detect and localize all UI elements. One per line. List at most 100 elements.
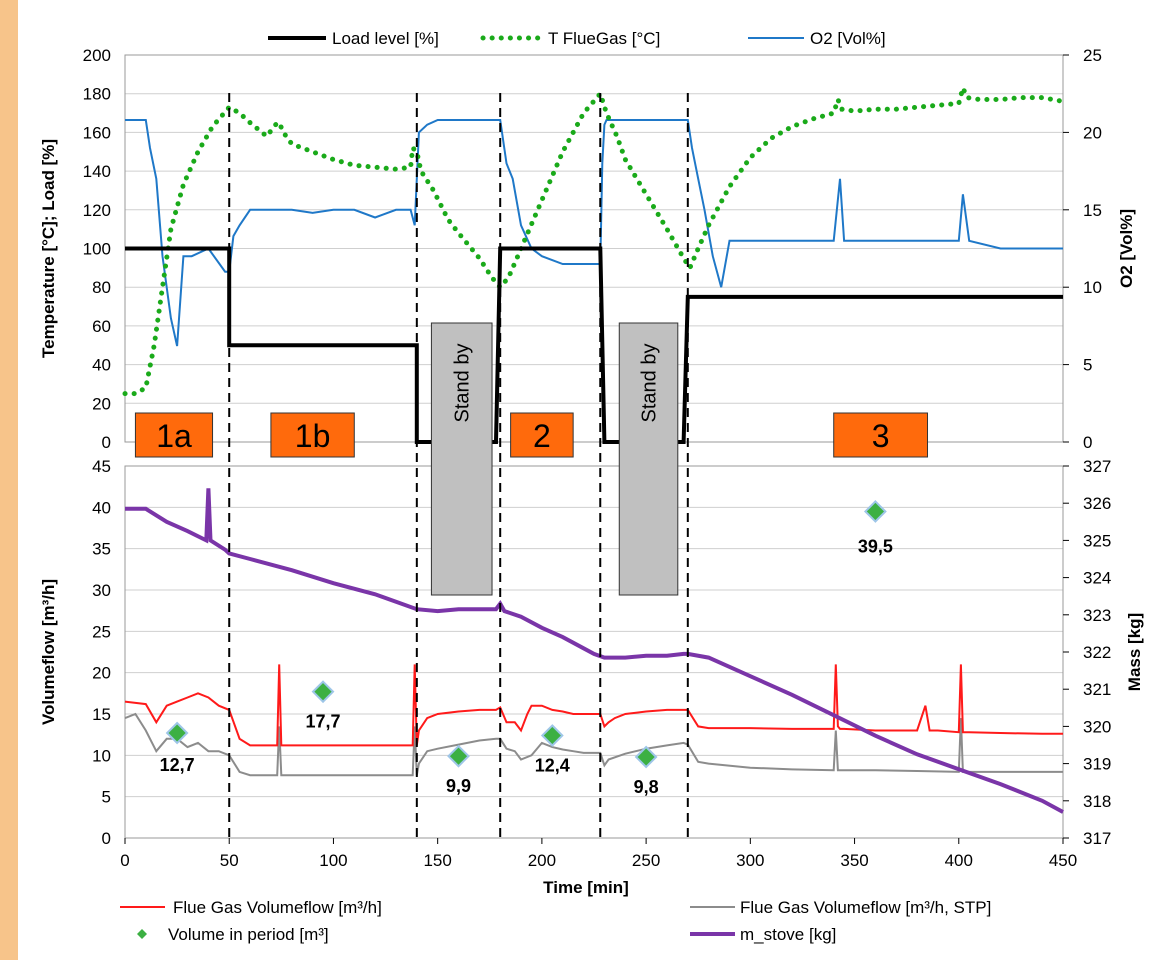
top-left-tick-label: 80 — [92, 278, 111, 297]
volumeflow-stp-line — [124, 712, 1063, 777]
top-plot-series — [122, 80, 1066, 444]
volume-label: 9,9 — [446, 776, 471, 796]
phase-overlays: 1a 1b 2 3 Stand by Stand by 12,7 17,7 9,9 12,4 9,8… — [134, 93, 929, 838]
top-right-tick-label: 0 — [1083, 433, 1092, 452]
bottom-left-tick-label: 35 — [92, 540, 111, 559]
bottom-left-tick-label: 0 — [102, 829, 111, 848]
bottom-right-tick-label: 319 — [1083, 755, 1111, 774]
bottom-right-tick-label: 325 — [1083, 531, 1111, 550]
top-right-tick-label: 20 — [1083, 123, 1102, 142]
top-left-tick-label: 0 — [102, 433, 111, 452]
bottom-left-axis-title: Volumeflow [m³/h] — [39, 579, 58, 725]
top-left-axis-title: Temperature [°C]; Load [%] — [39, 139, 58, 358]
volume-marker — [540, 724, 564, 747]
legend-volumeflow-stp-label: Flue Gas Volumeflow [m³/h, STP] — [740, 898, 991, 917]
x-tick-label: 0 — [120, 851, 129, 870]
top-left-tick-label: 40 — [92, 356, 111, 375]
x-tick-label: 300 — [736, 851, 764, 870]
top-left-tick-label: 60 — [92, 317, 111, 336]
top-left-tick-label: 180 — [83, 85, 111, 104]
bottom-right-tick-label: 327 — [1083, 457, 1111, 476]
legend-volumeflow-label: Flue Gas Volumeflow [m³/h] — [173, 898, 382, 917]
top-left-tick-label: 200 — [83, 46, 111, 65]
standby-box — [430, 322, 493, 596]
standby-label: Stand by — [452, 344, 474, 423]
volume-marker — [634, 745, 658, 769]
bottom-left-tick-label: 20 — [92, 664, 111, 683]
bottom-left-tick-label: 45 — [92, 457, 111, 476]
bottom-right-tick-label: 320 — [1083, 717, 1111, 736]
volume-label: 39,5 — [858, 536, 893, 556]
volume-label: 9,8 — [634, 777, 659, 797]
standby-box — [618, 322, 679, 596]
x-tick-label: 150 — [423, 851, 451, 870]
load-level-line — [125, 246, 1063, 444]
bottom-left-tick-label: 40 — [92, 498, 111, 517]
bottom-right-tick-label: 318 — [1083, 792, 1111, 811]
standby-label: Stand by — [639, 344, 661, 423]
o2-line — [125, 119, 1063, 347]
bottom-left-tick-label: 25 — [92, 622, 111, 641]
legend-o2-label: O2 [Vol%] — [810, 29, 886, 48]
bottom-left-tick-label: 30 — [92, 581, 111, 600]
volumeflow-line — [124, 664, 1063, 747]
phase-label: 3 — [872, 418, 890, 454]
phase-label: 2 — [533, 418, 551, 454]
bottom-right-tick-label: 326 — [1083, 494, 1111, 513]
top-left-tick-label: 120 — [83, 201, 111, 220]
top-right-axis-title: O2 [Vol%] — [1117, 209, 1136, 288]
top-right-tick-label: 10 — [1083, 278, 1102, 297]
bottom-legend: Flue Gas Volumeflow [m³/h] Volume in peri… — [120, 898, 991, 944]
volume-label: 12,4 — [535, 755, 570, 775]
x-tick-label: 50 — [220, 851, 239, 870]
bottom-right-tick-label: 321 — [1083, 680, 1111, 699]
bottom-right-tick-label: 322 — [1083, 643, 1111, 662]
volume-marker — [311, 680, 335, 704]
bottom-right-tick-label: 317 — [1083, 829, 1111, 848]
x-tick-label: 250 — [632, 851, 660, 870]
x-tick-label: 400 — [945, 851, 973, 870]
bottom-plot-series — [124, 488, 1064, 814]
volume-marker — [447, 744, 470, 768]
phase-box — [134, 412, 214, 458]
legend-volume-label: Volume in period [m³] — [168, 925, 329, 944]
bottom-left-tick-label: 10 — [92, 746, 111, 765]
axis-labels: 0204060801001201401601802000510152025051… — [39, 46, 1144, 897]
volume-label: 12,7 — [160, 755, 195, 775]
stove-mass-line — [125, 488, 1064, 814]
top-left-tick-label: 140 — [83, 162, 111, 181]
legend-mass-label: m_stove [kg] — [740, 925, 836, 944]
volume-marker — [165, 721, 189, 745]
top-right-tick-label: 25 — [1083, 46, 1102, 65]
bottom-right-tick-label: 323 — [1083, 606, 1111, 625]
phase-label: 1b — [295, 418, 331, 454]
bottom-right-tick-label: 324 — [1083, 569, 1111, 588]
phase-box — [270, 412, 355, 458]
flue-gas-temperature-line — [122, 80, 1066, 397]
phase-label: 1a — [156, 418, 192, 454]
x-tick-label: 350 — [840, 851, 868, 870]
x-axis-title: Time [min] — [543, 878, 629, 897]
top-left-tick-label: 160 — [83, 123, 111, 142]
phase-box — [833, 412, 929, 458]
bottom-left-tick-label: 15 — [92, 705, 111, 724]
phase-box — [510, 412, 574, 458]
bottom-right-axis-title: Mass [kg] — [1125, 613, 1144, 691]
x-tick-label: 200 — [528, 851, 556, 870]
bottom-left-tick-label: 5 — [102, 788, 111, 807]
top-left-tick-label: 100 — [83, 240, 111, 259]
volume-label: 17,7 — [305, 712, 340, 732]
x-tick-label: 100 — [319, 851, 347, 870]
top-left-tick-label: 20 — [92, 394, 111, 413]
x-tick-label: 450 — [1049, 851, 1077, 870]
top-right-tick-label: 5 — [1083, 356, 1092, 375]
frame-left-strip — [0, 0, 18, 960]
volume-marker — [863, 500, 887, 523]
legend-tflue-label: T FlueGas [°C] — [548, 29, 660, 48]
top-right-tick-label: 15 — [1083, 201, 1102, 220]
legend-volume-marker — [137, 929, 147, 939]
top-legend: Load level [%] T FlueGas [°C] O2 [Vol%] — [268, 29, 886, 48]
legend-load-label: Load level [%] — [332, 29, 439, 48]
